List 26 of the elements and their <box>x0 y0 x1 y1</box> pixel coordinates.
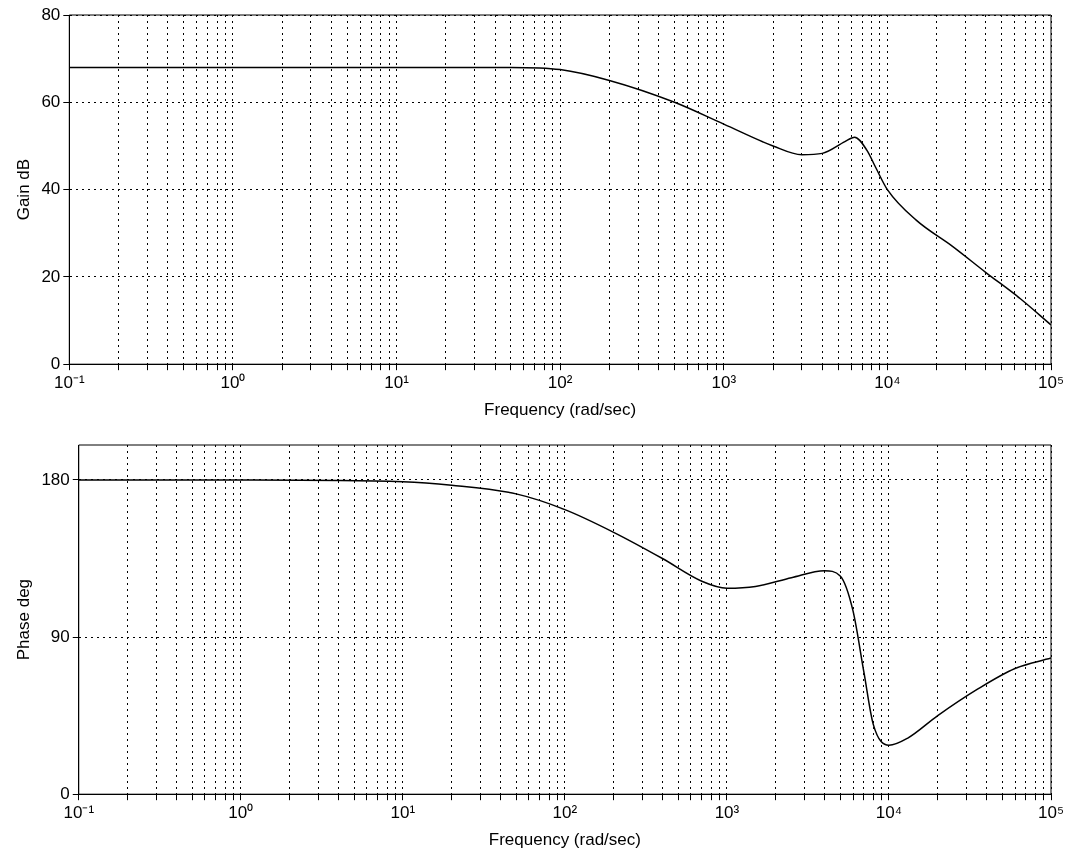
x-tick-label: 10⁻¹ <box>63 803 95 823</box>
y-axis-title: Phase deg <box>13 578 33 661</box>
x-tick-label: 10¹ <box>384 373 410 393</box>
x-tick-label: 10⁵ <box>1038 373 1064 393</box>
y-tick-label: 40 <box>41 179 61 199</box>
x-tick-label: 10¹ <box>390 803 416 823</box>
y-tick-label: 0 <box>60 783 70 803</box>
x-tick-label: 10⁰ <box>228 803 254 823</box>
x-axis-title: Frequency (rad/sec) <box>484 400 637 420</box>
y-axis-title: Gain dB <box>13 158 33 221</box>
x-tick-label: 10² <box>547 373 573 393</box>
x-tick-label: 10⁴ <box>874 373 901 393</box>
x-tick-label: 10³ <box>714 803 740 823</box>
x-tick-label: 10⁵ <box>1038 803 1064 823</box>
x-axis-title: Frequency (rad/sec) <box>488 830 641 850</box>
y-tick-label: 20 <box>41 266 61 286</box>
y-tick-label: 90 <box>50 626 70 646</box>
x-tick-label: 10⁻¹ <box>54 373 85 393</box>
y-tick-label: 60 <box>41 91 61 111</box>
x-tick-label: 10⁴ <box>875 803 903 823</box>
y-tick-label: 80 <box>41 4 61 24</box>
x-tick-label: 10⁰ <box>220 373 246 393</box>
y-tick-label: 180 <box>41 469 70 489</box>
x-tick-label: 10² <box>552 803 578 823</box>
y-tick-label: 0 <box>50 353 61 373</box>
x-tick-label: 10³ <box>711 373 737 393</box>
